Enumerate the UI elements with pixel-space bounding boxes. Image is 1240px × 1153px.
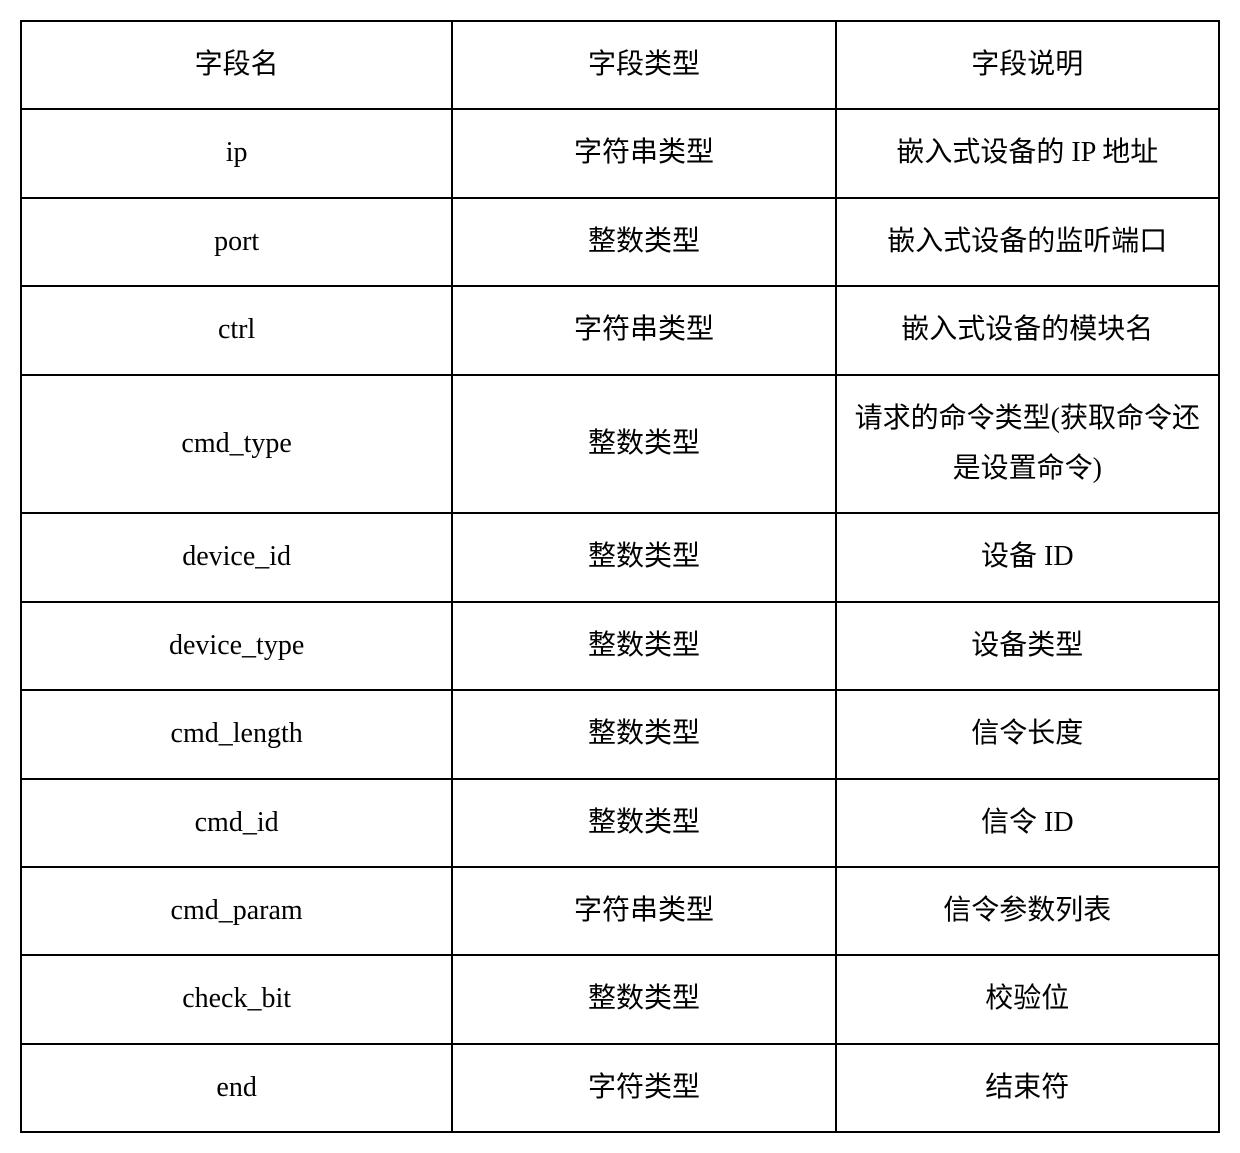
cell-field-type: 字符串类型 [452,109,835,197]
field-definition-table-container: 字段名 字段类型 字段说明 ip 字符串类型 嵌入式设备的 IP 地址 port… [20,20,1220,1133]
cell-field-desc: 信令长度 [836,690,1219,778]
cell-field-type: 整数类型 [452,375,835,514]
table-row: end 字符类型 结束符 [21,1044,1219,1132]
table-row: ip 字符串类型 嵌入式设备的 IP 地址 [21,109,1219,197]
cell-field-type: 字符类型 [452,1044,835,1132]
cell-field-type: 整数类型 [452,198,835,286]
cell-field-type: 整数类型 [452,690,835,778]
cell-field-desc: 设备类型 [836,602,1219,690]
cell-field-type: 字符串类型 [452,286,835,374]
cell-field-desc: 结束符 [836,1044,1219,1132]
cell-field-name: cmd_length [21,690,452,778]
table-row: device_id 整数类型 设备 ID [21,513,1219,601]
table-row: device_type 整数类型 设备类型 [21,602,1219,690]
table-row: cmd_type 整数类型 请求的命令类型(获取命令还是设置命令) [21,375,1219,514]
cell-field-desc: 信令 ID [836,779,1219,867]
cell-field-name: end [21,1044,452,1132]
header-field-desc: 字段说明 [836,21,1219,109]
cell-field-desc: 校验位 [836,955,1219,1043]
table-row: ctrl 字符串类型 嵌入式设备的模块名 [21,286,1219,374]
header-field-name: 字段名 [21,21,452,109]
cell-field-name: cmd_type [21,375,452,514]
cell-field-name: ctrl [21,286,452,374]
cell-field-desc: 嵌入式设备的监听端口 [836,198,1219,286]
cell-field-type: 整数类型 [452,602,835,690]
cell-field-type: 整数类型 [452,779,835,867]
cell-field-desc: 信令参数列表 [836,867,1219,955]
cell-field-name: device_id [21,513,452,601]
table-row: check_bit 整数类型 校验位 [21,955,1219,1043]
cell-field-name: device_type [21,602,452,690]
cell-field-desc: 嵌入式设备的模块名 [836,286,1219,374]
table-row: port 整数类型 嵌入式设备的监听端口 [21,198,1219,286]
cell-field-name: port [21,198,452,286]
table-header-row: 字段名 字段类型 字段说明 [21,21,1219,109]
cell-field-type: 字符串类型 [452,867,835,955]
header-field-type: 字段类型 [452,21,835,109]
cell-field-name: cmd_param [21,867,452,955]
cell-field-type: 整数类型 [452,513,835,601]
table-row: cmd_param 字符串类型 信令参数列表 [21,867,1219,955]
table-row: cmd_id 整数类型 信令 ID [21,779,1219,867]
cell-field-name: cmd_id [21,779,452,867]
table-row: cmd_length 整数类型 信令长度 [21,690,1219,778]
cell-field-desc: 请求的命令类型(获取命令还是设置命令) [836,375,1219,514]
cell-field-desc: 设备 ID [836,513,1219,601]
field-definition-table: 字段名 字段类型 字段说明 ip 字符串类型 嵌入式设备的 IP 地址 port… [20,20,1220,1133]
cell-field-desc: 嵌入式设备的 IP 地址 [836,109,1219,197]
cell-field-name: check_bit [21,955,452,1043]
cell-field-name: ip [21,109,452,197]
cell-field-type: 整数类型 [452,955,835,1043]
